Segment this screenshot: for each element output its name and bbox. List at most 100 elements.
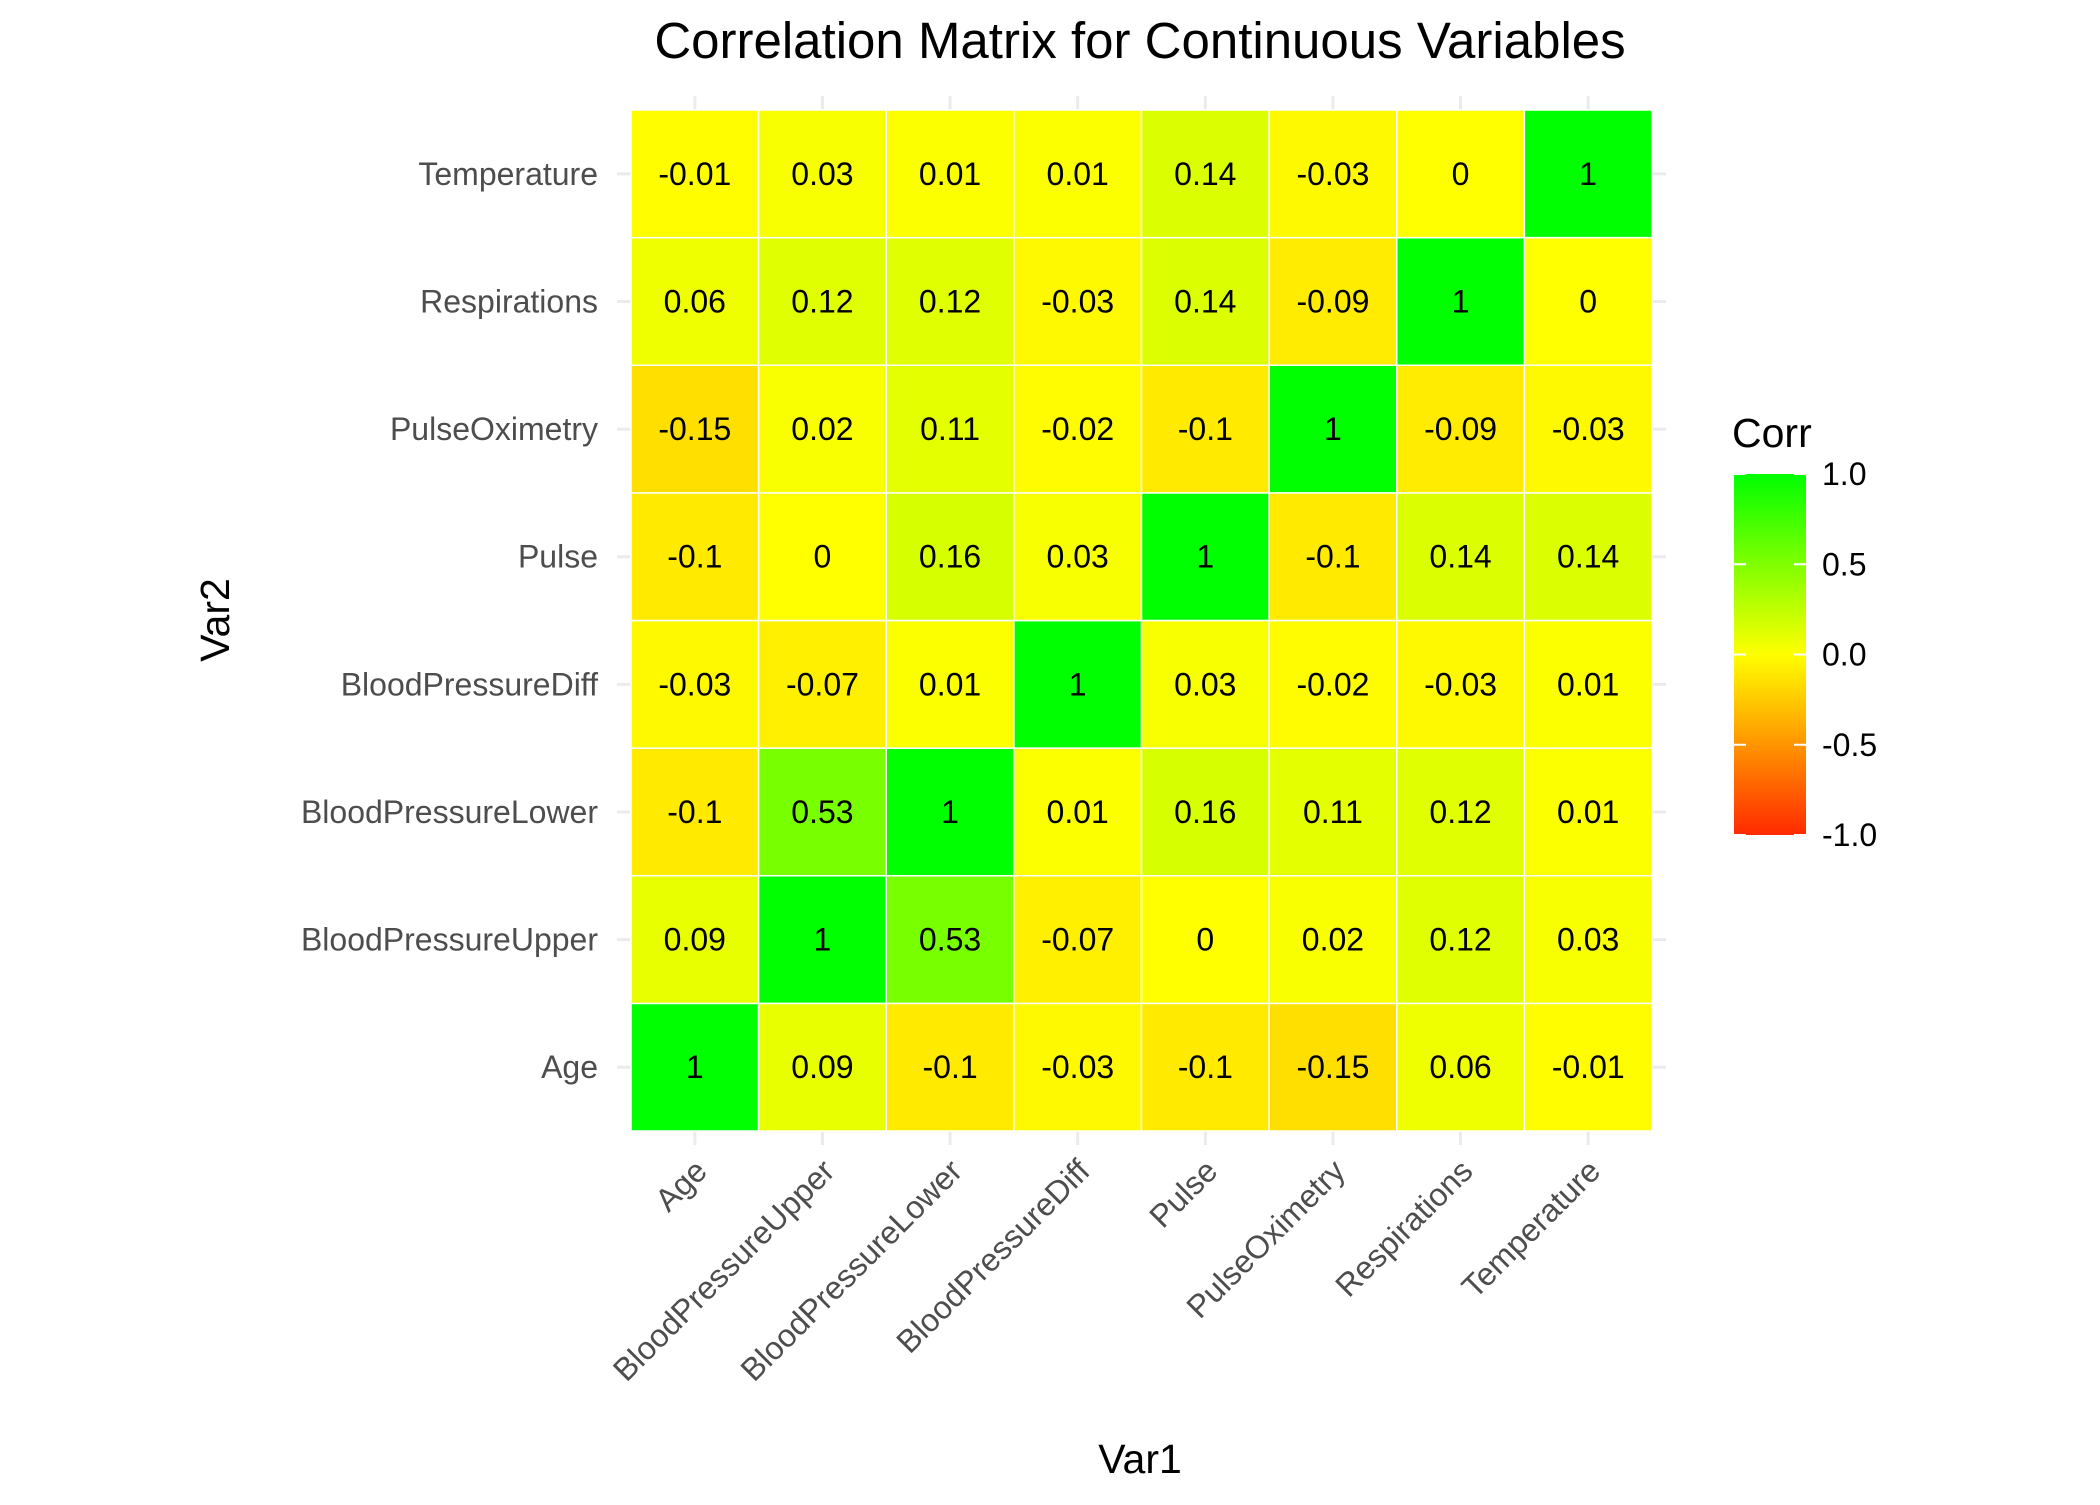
heatmap-cell — [1396, 492, 1526, 622]
legend-tick-label: -1.0 — [1822, 817, 1877, 853]
cell-value-label: 0.12 — [791, 283, 853, 319]
cell-value-label: 0.09 — [791, 1049, 853, 1085]
cell-value-label: 0.03 — [791, 156, 853, 192]
cell-value-label: 0.01 — [1047, 794, 1109, 830]
legend: Corr 1.0 0.5 0.0 -0.5 -1.0 — [1732, 410, 1877, 853]
heatmap-cell — [1523, 747, 1653, 877]
heatmap-cell — [1140, 236, 1270, 366]
heatmap-cell — [630, 747, 760, 877]
heatmap-cell — [885, 619, 1015, 749]
x-tick-label: BloodPressureUpper — [606, 1152, 842, 1388]
cell-value-label: -0.03 — [1424, 666, 1497, 702]
heatmap-cell — [1523, 1002, 1653, 1132]
cell-value-label: 1 — [686, 1049, 704, 1085]
cell-value-label: -0.03 — [1041, 1049, 1114, 1085]
cell-value-label: 0.09 — [664, 922, 726, 958]
heatmap-cell — [1013, 109, 1143, 239]
cell-value-label: 1 — [1196, 539, 1214, 575]
legend-tick-label: 0.5 — [1822, 546, 1866, 582]
heatmap-cell — [630, 875, 760, 1005]
cell-value-label: 1 — [1324, 411, 1342, 447]
cell-value-label: 0.53 — [791, 794, 853, 830]
y-tick-label: Pulse — [518, 539, 598, 575]
cell-value-label: 0.14 — [1174, 283, 1236, 319]
heatmap-cell — [757, 109, 887, 239]
legend-title: Corr — [1732, 410, 1812, 456]
y-axis-title: Var2 — [192, 578, 238, 662]
heatmap-cell — [885, 236, 1015, 366]
heatmap-cell — [885, 747, 1015, 877]
heatmap-cell — [630, 492, 760, 622]
cell-value-label: 0.12 — [919, 283, 981, 319]
cell-value-label: -0.1 — [1305, 539, 1360, 575]
heatmap-cell — [1396, 1002, 1526, 1132]
cell-value-label: 0.03 — [1557, 922, 1619, 958]
heatmap-cell — [1396, 109, 1526, 239]
heatmap-cell — [630, 364, 760, 494]
cell-value-label: 0.16 — [1174, 794, 1236, 830]
cell-value-label: 0.03 — [1174, 666, 1236, 702]
cell-value-label: 0.53 — [919, 922, 981, 958]
cell-value-label: 1 — [941, 794, 959, 830]
heatmap-cell — [1396, 747, 1526, 877]
heatmap-cell — [1396, 875, 1526, 1005]
cell-value-label: 0 — [814, 539, 832, 575]
x-axis-ticks: AgeBloodPressureUpperBloodPressureLowerB… — [606, 1152, 1607, 1388]
cell-value-label: -0.1 — [1178, 411, 1233, 447]
cell-value-label: -0.02 — [1041, 411, 1114, 447]
cell-value-label: 1 — [1069, 666, 1087, 702]
cell-value-label: -0.03 — [1041, 283, 1114, 319]
legend-tick-label: -0.5 — [1822, 727, 1877, 763]
cell-value-label: 0.14 — [1174, 156, 1236, 192]
heatmap-cell — [630, 619, 760, 749]
cell-value-label: 0.12 — [1429, 794, 1491, 830]
x-tick-label: Pulse — [1142, 1152, 1224, 1234]
heatmap-cell — [757, 619, 887, 749]
cell-value-label: 0.01 — [919, 666, 981, 702]
cell-value-label: -0.03 — [1296, 156, 1369, 192]
cell-value-label: 0.02 — [791, 411, 853, 447]
heatmap-cell — [757, 236, 887, 366]
y-tick-label: BloodPressureUpper — [301, 922, 598, 958]
heatmap-cell — [885, 1002, 1015, 1132]
heatmap-cell — [1013, 364, 1143, 494]
cell-value-label: -0.1 — [667, 539, 722, 575]
heatmap-cell — [1268, 747, 1398, 877]
heatmap-cell — [1523, 875, 1653, 1005]
cell-value-label: -0.03 — [1552, 411, 1625, 447]
heatmap-cell — [630, 1002, 760, 1132]
cell-value-label: -0.07 — [786, 666, 859, 702]
heatmap-cell — [885, 364, 1015, 494]
cell-value-label: 1 — [814, 922, 832, 958]
heatmap-cell — [1396, 619, 1526, 749]
legend-ticks: 1.0 0.5 0.0 -0.5 -1.0 — [1734, 456, 1877, 853]
y-axis-ticks: Age BloodPressureUpper BloodPressureLower B… — [301, 156, 598, 1085]
y-tick-label: BloodPressureDiff — [341, 666, 598, 702]
heatmap-cell-labels: 1 0.09 -0.1 -0.03 -0.1 -0.15 0.06 -0.01 0.09 1 0.5… — [658, 156, 1624, 1085]
chart-title: Correlation Matrix for Continuous Variab… — [654, 12, 1625, 69]
cell-value-label: 0.01 — [919, 156, 981, 192]
cell-value-label: 0.01 — [1047, 156, 1109, 192]
heatmap-cell — [1013, 875, 1143, 1005]
heatmap-cell — [757, 1002, 887, 1132]
heatmap-cell — [1268, 619, 1398, 749]
cell-value-label: -0.09 — [1424, 411, 1497, 447]
heatmap-cell — [1140, 875, 1270, 1005]
heatmap-cell — [1268, 1002, 1398, 1132]
y-tick-label: PulseOximetry — [390, 411, 598, 447]
y-tick-label: Respirations — [420, 283, 598, 319]
legend-tick-label: 0.0 — [1822, 637, 1866, 673]
cell-value-label: 0.06 — [664, 283, 726, 319]
cell-value-label: 0 — [1452, 156, 1470, 192]
cell-value-label: -0.1 — [667, 794, 722, 830]
cell-value-label: 0.02 — [1302, 922, 1364, 958]
cell-value-label: 0 — [1579, 283, 1597, 319]
y-tick-label: Temperature — [418, 156, 598, 192]
cell-value-label: 0.03 — [1047, 539, 1109, 575]
cell-value-label: -0.15 — [1296, 1049, 1369, 1085]
heatmap-cell — [1268, 109, 1398, 239]
heatmap-cell — [1140, 747, 1270, 877]
cell-value-label: 0.14 — [1429, 539, 1491, 575]
